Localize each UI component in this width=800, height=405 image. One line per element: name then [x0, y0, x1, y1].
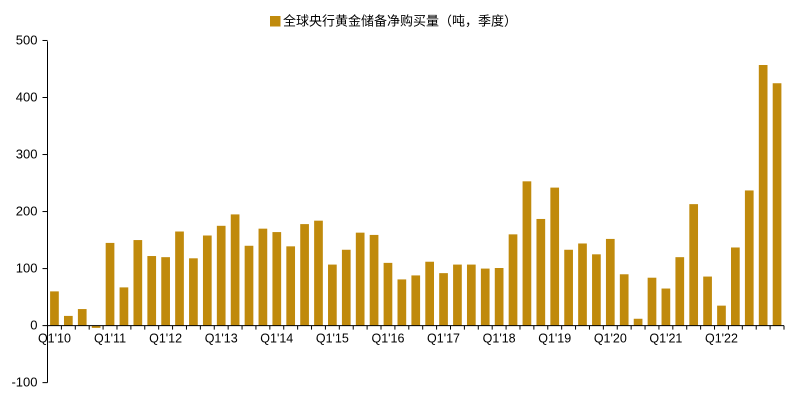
svg-text:Q1'11: Q1'11: [94, 332, 126, 346]
svg-text:Q1'19: Q1'19: [538, 332, 571, 346]
svg-text:全球央行黄金储备净购买量（吨，季度）: 全球央行黄金储备净购买量（吨，季度）: [283, 14, 517, 29]
svg-text:Q1'14: Q1'14: [260, 332, 293, 346]
svg-text:Q1'21: Q1'21: [649, 332, 682, 346]
svg-text:Q1'22: Q1'22: [705, 332, 738, 346]
svg-text:Q1'13: Q1'13: [205, 332, 238, 346]
svg-text:500: 500: [16, 32, 38, 47]
svg-text:Q1'17: Q1'17: [427, 332, 460, 346]
svg-text:Q1'16: Q1'16: [371, 332, 404, 346]
svg-text:0: 0: [30, 318, 37, 333]
svg-text:200: 200: [16, 204, 38, 219]
svg-text:Q1'12: Q1'12: [149, 332, 182, 346]
svg-text:400: 400: [16, 90, 38, 105]
svg-text:-100: -100: [11, 375, 37, 390]
svg-text:Q1'15: Q1'15: [316, 332, 349, 346]
svg-text:Q1'10: Q1'10: [38, 332, 71, 346]
svg-text:100: 100: [16, 261, 38, 276]
svg-text:Q1'20: Q1'20: [594, 332, 627, 346]
svg-text:Q1'18: Q1'18: [483, 332, 516, 346]
svg-text:300: 300: [16, 147, 38, 162]
